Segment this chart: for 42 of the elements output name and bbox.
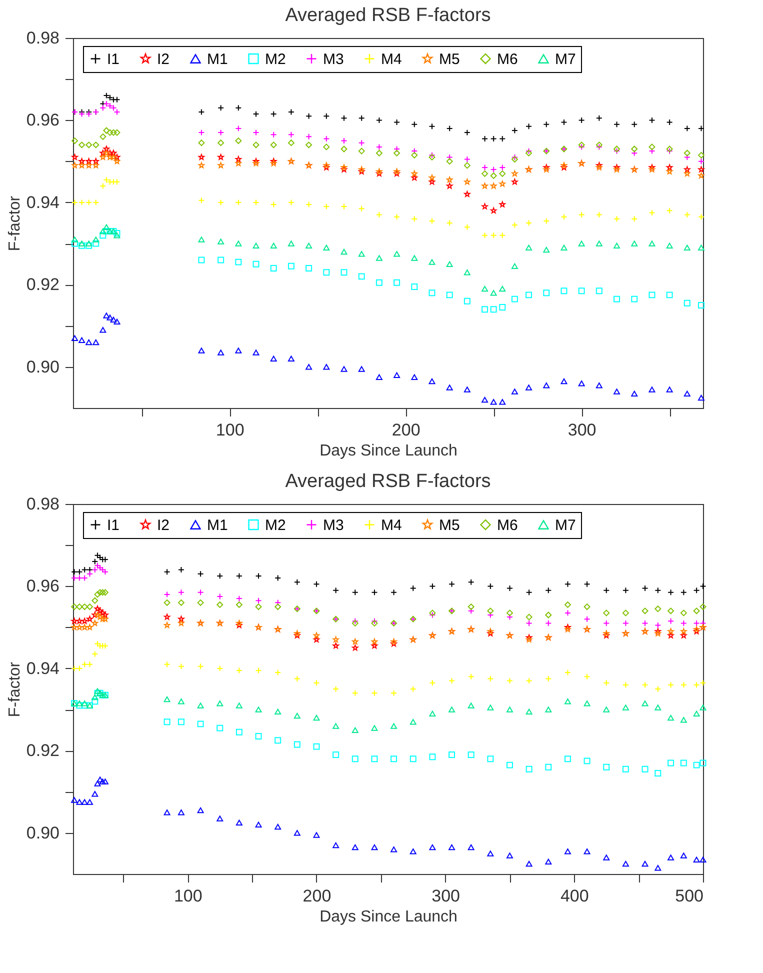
x-tick-label: 500 xyxy=(675,886,704,906)
y-tick-label: 0.98 xyxy=(26,494,60,514)
legend-label: I1 xyxy=(107,50,120,68)
legend-label: M1 xyxy=(207,50,228,68)
x-tick-label: 100 xyxy=(174,886,202,906)
y-tick-label: 0.90 xyxy=(26,823,60,842)
legend-label: I2 xyxy=(157,50,170,68)
y-tick-label: 0.96 xyxy=(26,576,60,596)
legend-label: I2 xyxy=(157,516,170,534)
x-tick-label: 300 xyxy=(568,420,596,440)
legend-label: M5 xyxy=(439,50,460,68)
legend-label: M4 xyxy=(381,516,402,534)
legend-label: M7 xyxy=(555,516,576,534)
x-tick-label: 100 xyxy=(216,420,244,440)
legend-label: I1 xyxy=(107,516,120,534)
x-axis-title: Days Since Launch xyxy=(320,908,458,926)
legend-label: M2 xyxy=(265,50,286,68)
chart-title: Averaged RSB F-factors xyxy=(285,471,491,492)
chart-title: Averaged RSB F-factors xyxy=(285,5,491,26)
legend-label: M3 xyxy=(323,516,344,534)
x-tick-label: 400 xyxy=(560,886,589,906)
y-tick-label: 0.96 xyxy=(26,110,60,130)
legend-label: M4 xyxy=(381,50,402,68)
y-axis-title: F-factor xyxy=(6,661,24,718)
y-tick-label: 0.94 xyxy=(26,192,60,212)
x-tick-label: 300 xyxy=(432,886,460,906)
y-tick-label: 0.92 xyxy=(26,275,60,294)
legend-label: M3 xyxy=(323,50,344,68)
legend-label: M6 xyxy=(497,50,518,68)
legend-label: M2 xyxy=(265,516,286,534)
y-tick-label: 0.94 xyxy=(26,658,60,678)
legend-label: M1 xyxy=(207,516,228,534)
legend-label: M6 xyxy=(497,516,518,534)
legend-label: M7 xyxy=(555,50,576,68)
x-tick-label: 200 xyxy=(302,886,332,906)
y-tick-label: 0.90 xyxy=(26,357,60,376)
y-axis-title: F-factor xyxy=(6,195,24,252)
x-tick-label: 200 xyxy=(392,420,420,440)
y-tick-label: 0.98 xyxy=(26,28,60,48)
legend-label: M5 xyxy=(439,516,460,534)
y-tick-label: 0.92 xyxy=(26,741,60,760)
x-axis-title: Days Since Launch xyxy=(320,442,458,460)
